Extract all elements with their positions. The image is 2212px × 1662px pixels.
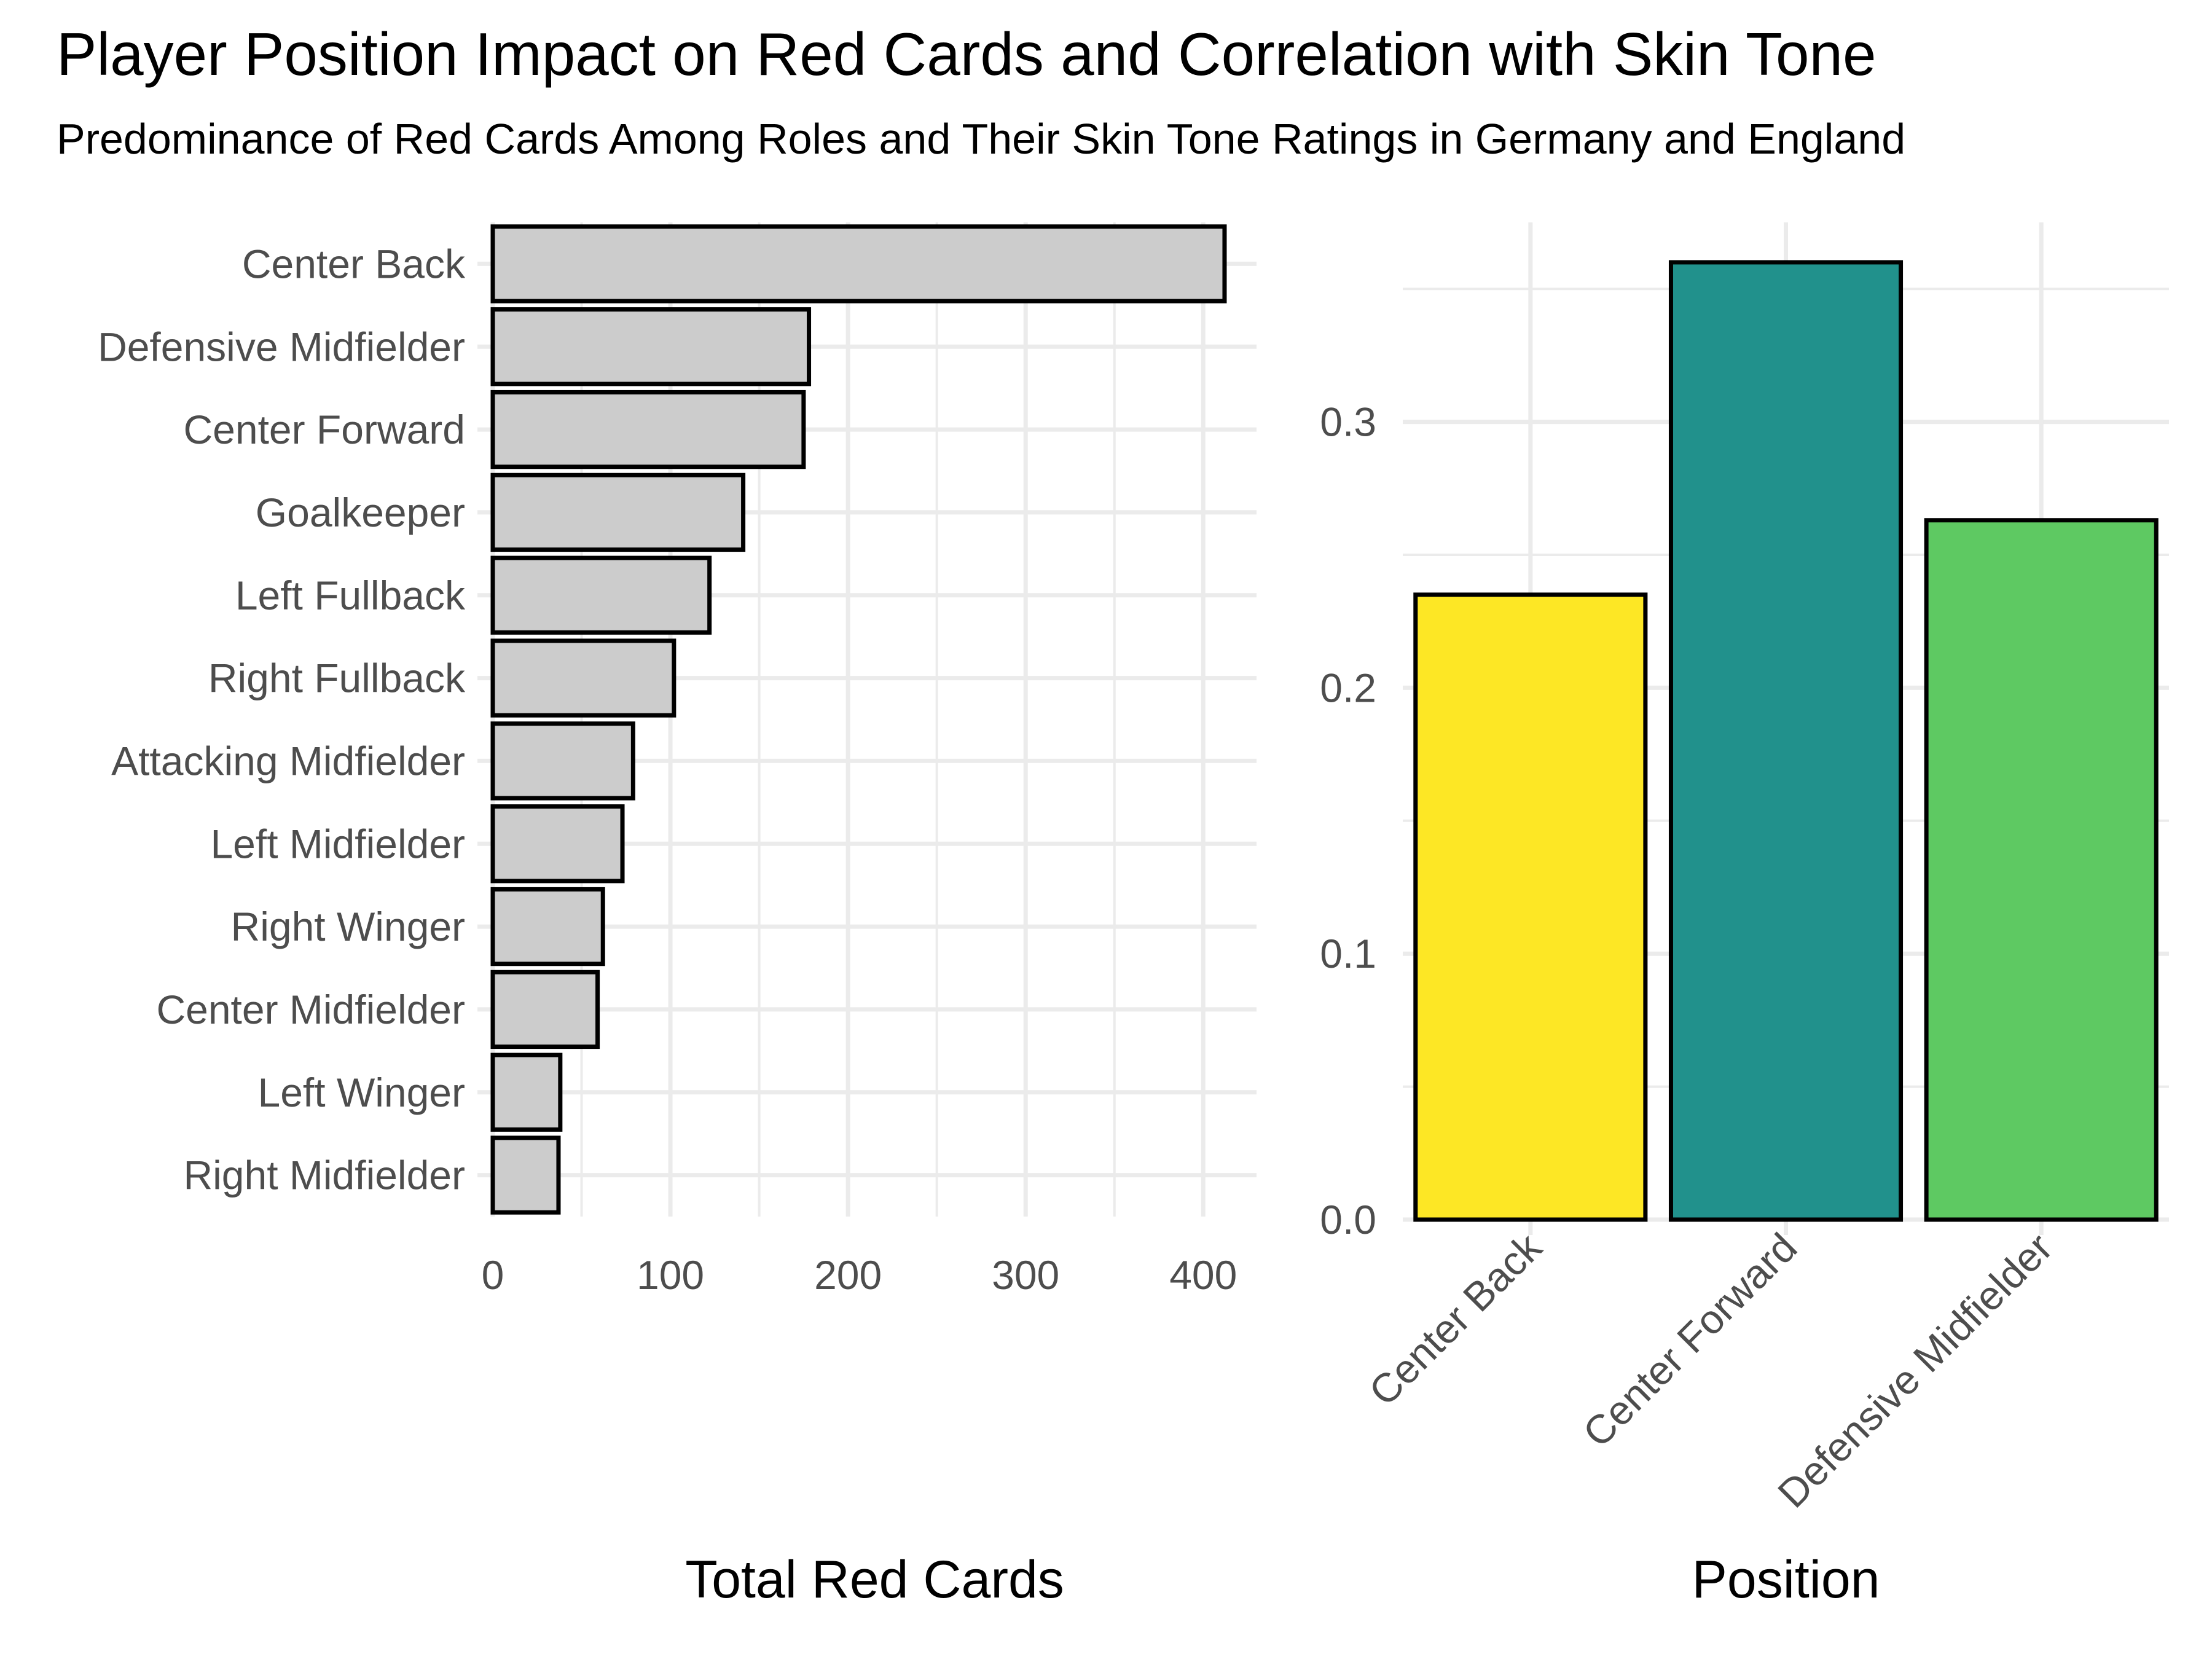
bar-center-forward — [490, 390, 806, 469]
y-tick-label-right-fullback: Right Fullback — [208, 656, 466, 701]
y-tick-label-goalkeeper: Goalkeeper — [256, 490, 465, 535]
y-tick-label-defensive-midfielder: Defensive Midfielder — [98, 324, 465, 369]
x-tick-label-center-back: Center Back — [1360, 1224, 1551, 1414]
y-tick-label-right-midfielder: Right Midfielder — [183, 1153, 465, 1198]
bar-center-back — [490, 224, 1227, 304]
bar-left-midfielder — [490, 804, 625, 884]
bar-defensive-midfielder — [490, 307, 812, 386]
x-tick-label: 300 — [992, 1252, 1059, 1298]
y-tick-label: 0.1 — [1320, 931, 1376, 976]
y-tick-label: 0.0 — [1320, 1197, 1376, 1242]
x-tick-label: 200 — [814, 1252, 882, 1298]
y-tick-label-center-back: Center Back — [242, 241, 466, 286]
y-tick-label-left-midfielder: Left Midfielder — [210, 821, 465, 866]
x-tick-label: 400 — [1169, 1252, 1237, 1298]
y-tick-label-attacking-midfielder: Attacking Midfielder — [111, 738, 465, 783]
y-tick-label-right-winger: Right Winger — [231, 904, 465, 949]
chart-title: Player Position Impact on Red Cards and … — [57, 20, 1877, 88]
bar-defensive-midfielder — [1924, 518, 2159, 1222]
bar-center-midfielder — [490, 970, 600, 1049]
y-tick-label-left-winger: Left Winger — [258, 1070, 465, 1115]
x-tick-label-defensive-midfielder: Defensive Midfielder — [1769, 1225, 2061, 1516]
x-tick-label-center-forward: Center Forward — [1574, 1225, 1806, 1456]
left-panel-red-cards: Center Back Defensive Midfielder Center Fo… — [98, 222, 1257, 1609]
chart-subtitle: Predominance of Red Cards Among Roles an… — [57, 115, 1905, 163]
y-tick-label: 0.3 — [1320, 399, 1376, 445]
y-tick-label-center-midfielder: Center Midfielder — [156, 987, 465, 1032]
bar-right-fullback — [490, 638, 677, 718]
bar-goalkeeper — [490, 472, 746, 552]
x-axis-title: Position — [1692, 1550, 1880, 1609]
bar-left-winger — [490, 1052, 563, 1132]
bar-center-forward — [1668, 260, 1904, 1222]
x-tick-label: 100 — [637, 1252, 704, 1298]
x-axis-title: Total Red Cards — [685, 1550, 1064, 1609]
bar-left-fullback — [490, 555, 712, 635]
x-tick-label: 0 — [482, 1252, 504, 1298]
bar-attacking-midfielder — [490, 721, 635, 801]
bar-right-winger — [490, 887, 605, 966]
bar-center-back — [1413, 592, 1648, 1222]
bar-right-midfielder — [490, 1135, 561, 1215]
y-tick-label-center-forward: Center Forward — [184, 407, 466, 452]
y-tick-label-left-fullback: Left Fullback — [235, 573, 466, 618]
y-tick-label: 0.2 — [1320, 665, 1376, 710]
